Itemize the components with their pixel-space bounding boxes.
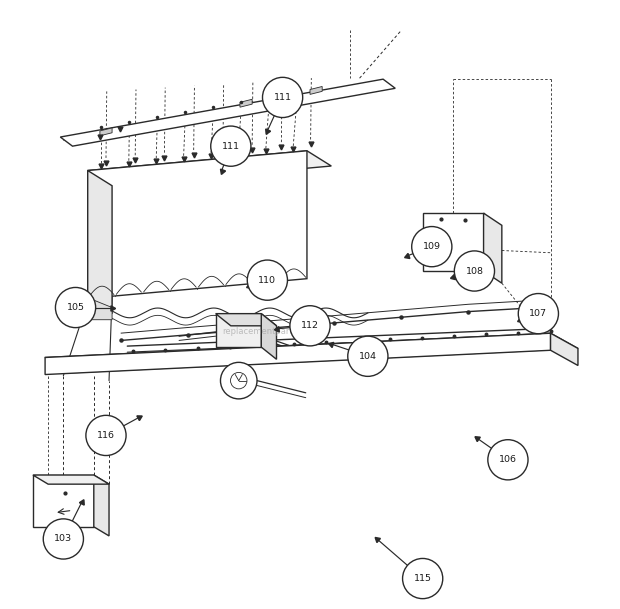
Polygon shape [100, 128, 112, 136]
Circle shape [55, 287, 95, 328]
Polygon shape [551, 333, 578, 365]
Circle shape [348, 336, 388, 376]
Polygon shape [45, 333, 551, 375]
Polygon shape [216, 314, 277, 326]
Circle shape [221, 362, 257, 399]
Text: 109: 109 [423, 242, 441, 251]
Text: 111: 111 [222, 142, 240, 150]
Text: 116: 116 [97, 431, 115, 440]
Text: 111: 111 [273, 93, 291, 102]
Polygon shape [240, 99, 252, 107]
Text: 104: 104 [359, 352, 377, 361]
Text: 115: 115 [414, 574, 432, 583]
Circle shape [412, 227, 452, 267]
Text: 108: 108 [466, 267, 484, 275]
Text: 110: 110 [259, 276, 277, 284]
Polygon shape [87, 151, 307, 298]
Circle shape [454, 251, 495, 291]
Polygon shape [60, 79, 396, 146]
Circle shape [43, 519, 84, 559]
Text: 105: 105 [66, 303, 84, 312]
Polygon shape [45, 333, 578, 373]
Circle shape [402, 558, 443, 599]
Polygon shape [216, 314, 261, 347]
Text: 103: 103 [55, 535, 73, 543]
Circle shape [211, 126, 251, 166]
Polygon shape [94, 475, 109, 536]
Polygon shape [261, 314, 277, 359]
Circle shape [86, 415, 126, 456]
Text: 106: 106 [499, 456, 517, 464]
Polygon shape [423, 213, 484, 271]
Circle shape [290, 306, 330, 346]
Polygon shape [87, 151, 331, 186]
Polygon shape [33, 475, 94, 527]
Polygon shape [484, 213, 502, 283]
Polygon shape [73, 298, 112, 320]
Polygon shape [33, 475, 109, 484]
Text: 107: 107 [529, 309, 547, 318]
Polygon shape [310, 86, 322, 94]
Polygon shape [87, 171, 112, 314]
Circle shape [262, 77, 303, 118]
Text: 112: 112 [301, 322, 319, 330]
Text: replacementparts.com: replacementparts.com [223, 328, 318, 336]
Circle shape [488, 440, 528, 480]
Circle shape [247, 260, 288, 300]
Circle shape [518, 294, 559, 334]
